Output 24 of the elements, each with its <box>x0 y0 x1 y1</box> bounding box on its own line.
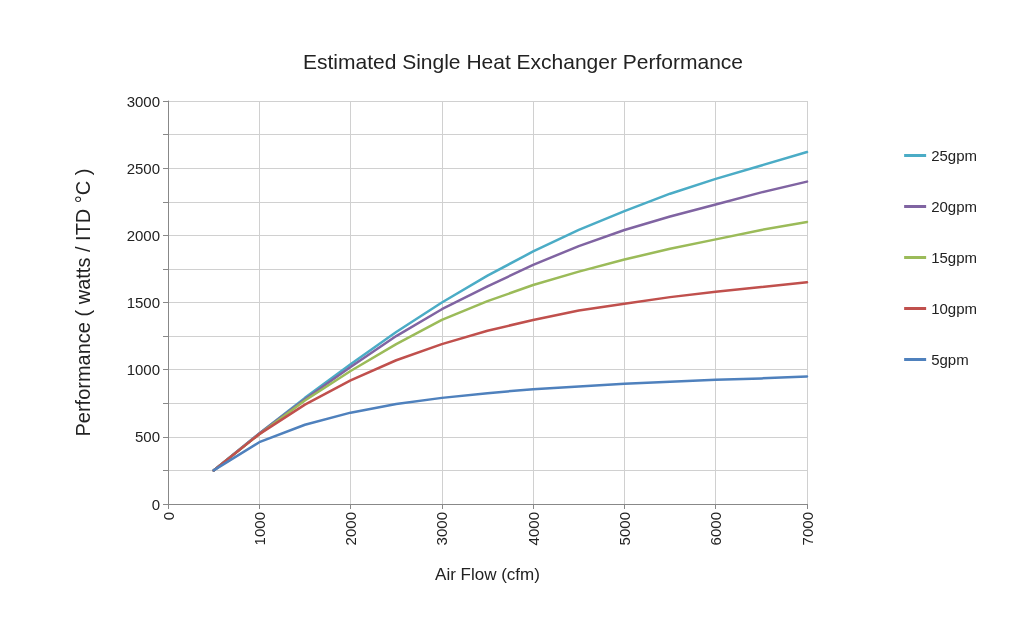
legend-label: 5gpm <box>931 351 969 368</box>
y-tick-label: 2000 <box>126 226 160 244</box>
y-tick-label: 1000 <box>126 361 160 379</box>
x-tick-label: 2000 <box>342 512 360 546</box>
x-axis-title: Air Flow (cfm) <box>435 565 540 584</box>
legend-label: 10gpm <box>931 300 978 317</box>
legend-label: 20gpm <box>931 198 978 215</box>
y-tick-label: 500 <box>134 428 160 446</box>
y-tick-label: 0 <box>151 495 160 513</box>
x-tick-label: 3000 <box>433 512 451 546</box>
y-tick-label: 2500 <box>126 159 160 177</box>
y-tick-label: 1500 <box>126 294 160 311</box>
x-tick-label: 5000 <box>615 512 633 546</box>
y-tick-label: 3000 <box>126 92 160 110</box>
chart-title: Estimated Single Heat Exchanger Performance <box>302 50 744 73</box>
x-tick-label: 4000 <box>524 512 542 546</box>
x-tick-label: 6000 <box>707 512 725 546</box>
x-tick-label: 0 <box>159 512 177 521</box>
x-tick-label: 7000 <box>798 512 816 546</box>
legend-label: 25gpm <box>931 147 978 164</box>
legend-label: 15gpm <box>931 249 978 266</box>
x-tick-label: 1000 <box>250 512 268 546</box>
y-axis-title: Performance ( watts / ITD °C ) <box>72 168 94 437</box>
line-series <box>212 375 809 472</box>
